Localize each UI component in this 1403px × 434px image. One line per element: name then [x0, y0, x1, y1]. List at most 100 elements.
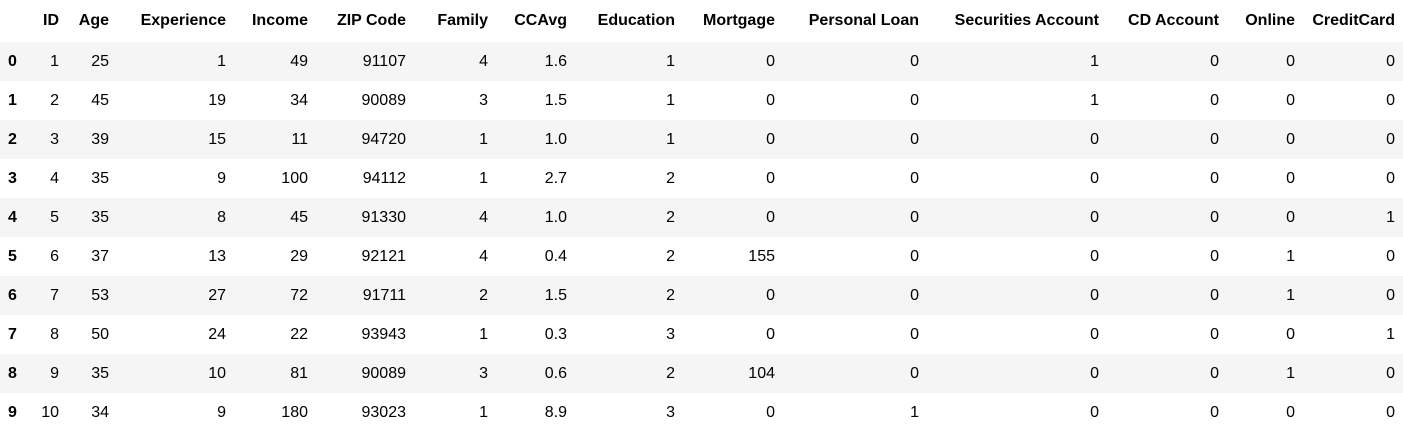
table-cell: 0	[1286, 403, 1295, 421]
table-cell: 0	[1286, 91, 1295, 109]
table-cell: 91711	[362, 286, 406, 304]
row-index: 2	[8, 130, 17, 148]
table-cell: 8	[50, 325, 59, 343]
table-cell: 0	[766, 286, 775, 304]
table-cell: 0	[1210, 91, 1219, 109]
table-row: 7 8 50 24 22 93943 1 0.3 3 0 0 0 0 0 1	[0, 315, 1403, 354]
table-cell: 1	[479, 130, 488, 148]
header-row: ID Age Experience Income ZIP Code Family CCAvg…	[0, 0, 1403, 42]
table-cell: 1	[217, 52, 226, 70]
table-cell: 0	[766, 169, 775, 187]
table-cell: 0	[1286, 130, 1295, 148]
table-cell: 0	[910, 169, 919, 187]
table-cell: 2	[666, 169, 675, 187]
table-cell: 9	[217, 169, 226, 187]
table-cell: 25	[91, 52, 109, 70]
table-cell: 3	[666, 403, 675, 421]
table-cell: 4	[479, 208, 488, 226]
table-cell: 0	[910, 247, 919, 265]
row-index: 0	[8, 52, 17, 70]
table-cell: 5	[50, 208, 59, 226]
table-cell: 2	[666, 364, 675, 382]
table-cell: 94112	[362, 169, 406, 187]
column-header: CD Account	[1128, 12, 1219, 29]
row-index: 1	[8, 91, 17, 109]
table-cell: 2	[479, 286, 488, 304]
table-cell: 104	[748, 364, 775, 382]
table-row: 8 9 35 10 81 90089 3 0.6 2 104 0 0 0 1 0	[0, 354, 1403, 393]
table-cell: 1.0	[544, 208, 567, 226]
table-cell: 2	[666, 286, 675, 304]
table-cell: 37	[91, 247, 109, 265]
table-cell: 0	[1090, 364, 1099, 382]
table-cell: 1.5	[544, 286, 567, 304]
table-row: 6 7 53 27 72 91711 2 1.5 2 0 0 0 0 1 0	[0, 276, 1403, 315]
row-index: 6	[8, 286, 17, 304]
table-cell: 0	[910, 91, 919, 109]
table-cell: 0	[1386, 130, 1395, 148]
table-cell: 35	[91, 169, 109, 187]
table-cell: 1	[666, 91, 675, 109]
table-cell: 13	[208, 247, 226, 265]
table-cell: 39	[91, 130, 109, 148]
table-cell: 1	[1386, 208, 1395, 226]
table-cell: 1.6	[544, 52, 567, 70]
table-cell: 1	[1286, 247, 1295, 265]
table-cell: 53	[91, 286, 109, 304]
table-cell: 100	[281, 169, 308, 187]
table-cell: 0	[910, 130, 919, 148]
table-cell: 0	[910, 208, 919, 226]
table-cell: 0	[1386, 247, 1395, 265]
row-index: 3	[8, 169, 17, 187]
column-header: ZIP Code	[336, 12, 406, 29]
column-header: CCAvg	[514, 12, 567, 29]
table-row: 0 1 25 1 49 91107 4 1.6 1 0 0 1 0 0 0	[0, 42, 1403, 81]
table-row: 3 4 35 9 100 94112 1 2.7 2 0 0 0 0 0 0	[0, 159, 1403, 198]
column-header: Income	[251, 12, 308, 29]
table-cell: 0	[1210, 130, 1219, 148]
row-index: 8	[8, 364, 17, 382]
table-cell: 0	[766, 403, 775, 421]
table-cell: 81	[290, 364, 308, 382]
table-cell: 0	[1210, 208, 1219, 226]
column-header: Online	[1245, 12, 1295, 29]
table-cell: 0	[1386, 169, 1395, 187]
table-cell: 0	[1286, 208, 1295, 226]
table-cell: 24	[208, 325, 226, 343]
table-cell: 0	[1210, 286, 1219, 304]
table-cell: 11	[291, 130, 308, 148]
table-cell: 50	[91, 325, 109, 343]
column-header: Age	[78, 12, 109, 29]
table-cell: 0	[1090, 130, 1099, 148]
table-cell: 27	[208, 286, 226, 304]
table-cell: 3	[666, 325, 675, 343]
table-cell: 1	[1090, 91, 1099, 109]
table-cell: 0	[1386, 364, 1395, 382]
table-cell: 0	[766, 52, 775, 70]
table-cell: 0	[1210, 247, 1219, 265]
row-index: 4	[8, 208, 17, 226]
table-cell: 90089	[361, 364, 407, 382]
table-cell: 72	[290, 286, 308, 304]
table-cell: 35	[91, 364, 109, 382]
table-cell: 0	[1090, 208, 1099, 226]
table-cell: 1.0	[544, 130, 567, 148]
index-header	[0, 0, 31, 42]
row-index: 5	[8, 247, 17, 265]
table-row: 2 3 39 15 11 94720 1 1.0 1 0 0 0 0 0 0	[0, 120, 1403, 159]
table-cell: 155	[748, 247, 775, 265]
table-cell: 2	[666, 247, 675, 265]
table-cell: 2.7	[544, 169, 567, 187]
table-cell: 0	[910, 52, 919, 70]
table-cell: 1	[50, 52, 59, 70]
table-cell: 1.5	[544, 91, 567, 109]
table-cell: 45	[290, 208, 308, 226]
table-cell: 0	[1090, 403, 1099, 421]
table-cell: 1	[1386, 325, 1395, 343]
table-cell: 3	[479, 364, 488, 382]
table-cell: 9	[217, 403, 226, 421]
column-header: Mortgage	[703, 12, 775, 29]
column-header: CreditCard	[1312, 12, 1395, 29]
table-cell: 34	[91, 403, 109, 421]
